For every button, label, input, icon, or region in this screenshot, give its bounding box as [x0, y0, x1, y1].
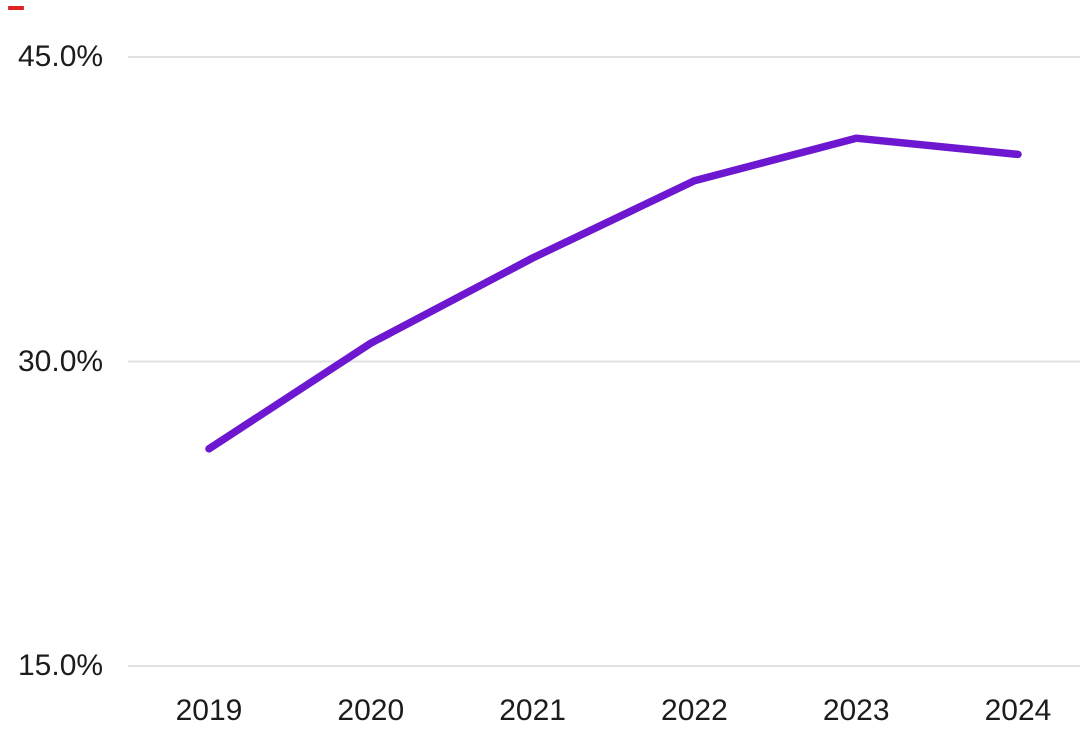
x-tick-label: 2022 — [661, 694, 728, 727]
y-tick-label: 15.0% — [18, 649, 104, 682]
x-tick-label: 2023 — [822, 694, 890, 727]
x-tick-label: 2020 — [337, 694, 405, 727]
x-tick-label: 2019 — [175, 694, 243, 727]
series-line — [205, 134, 1022, 453]
y-tick-label: 30.0% — [18, 344, 104, 378]
x-tick-label: 2024 — [984, 694, 1052, 727]
x-tick-label: 2021 — [499, 694, 566, 727]
y-tick-label: 45.0% — [18, 40, 104, 73]
red-dash-mark — [8, 6, 24, 10]
